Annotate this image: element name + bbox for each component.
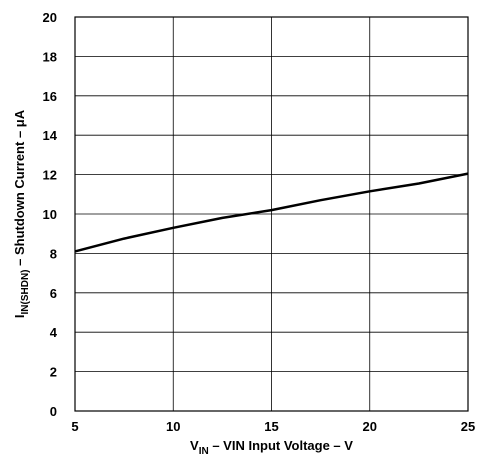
y-tick-label: 0 [50,404,57,419]
series-group [74,172,469,253]
y-axis-label-main: I [12,315,27,319]
y-tick-label: 20 [43,10,57,25]
y-tick-label: 2 [50,365,57,380]
y-axis-label-sub: IN(SHDN) [20,270,31,315]
x-tick-label: 20 [363,419,377,434]
y-tick-label: 14 [43,128,58,143]
y-tick-label: 4 [50,325,58,340]
x-tick-label: 10 [166,419,180,434]
x-axis-label: VIN – VIN Input Voltage – V [190,438,353,457]
y-tick-label: 10 [43,207,57,222]
y-tick-labels: 0 2 4 6 8 10 12 14 16 18 20 [43,10,58,419]
plot-frame [74,16,469,412]
x-tick-label: 15 [264,419,278,434]
x-tick-label: 25 [461,419,475,434]
y-tick-label: 6 [50,286,57,301]
x-axis-label-sub: IN [199,446,209,457]
x-axis-label-rest: – VIN Input Voltage – V [209,438,354,453]
x-tick-label: 5 [71,419,78,434]
x-axis-label-main: V [190,438,199,453]
y-tick-label: 18 [43,49,57,64]
grid-lines [74,16,469,412]
series-line [74,172,469,253]
y-tick-label: 8 [50,246,57,261]
y-tick-label: 16 [43,89,57,104]
y-axis-label-rest: – Shutdown Current – μA [12,109,27,269]
x-tick-labels: 5 10 15 20 25 [71,419,475,434]
y-tick-label: 12 [43,168,57,183]
y-axis-label: IIN(SHDN) – Shutdown Current – μA [12,109,31,318]
